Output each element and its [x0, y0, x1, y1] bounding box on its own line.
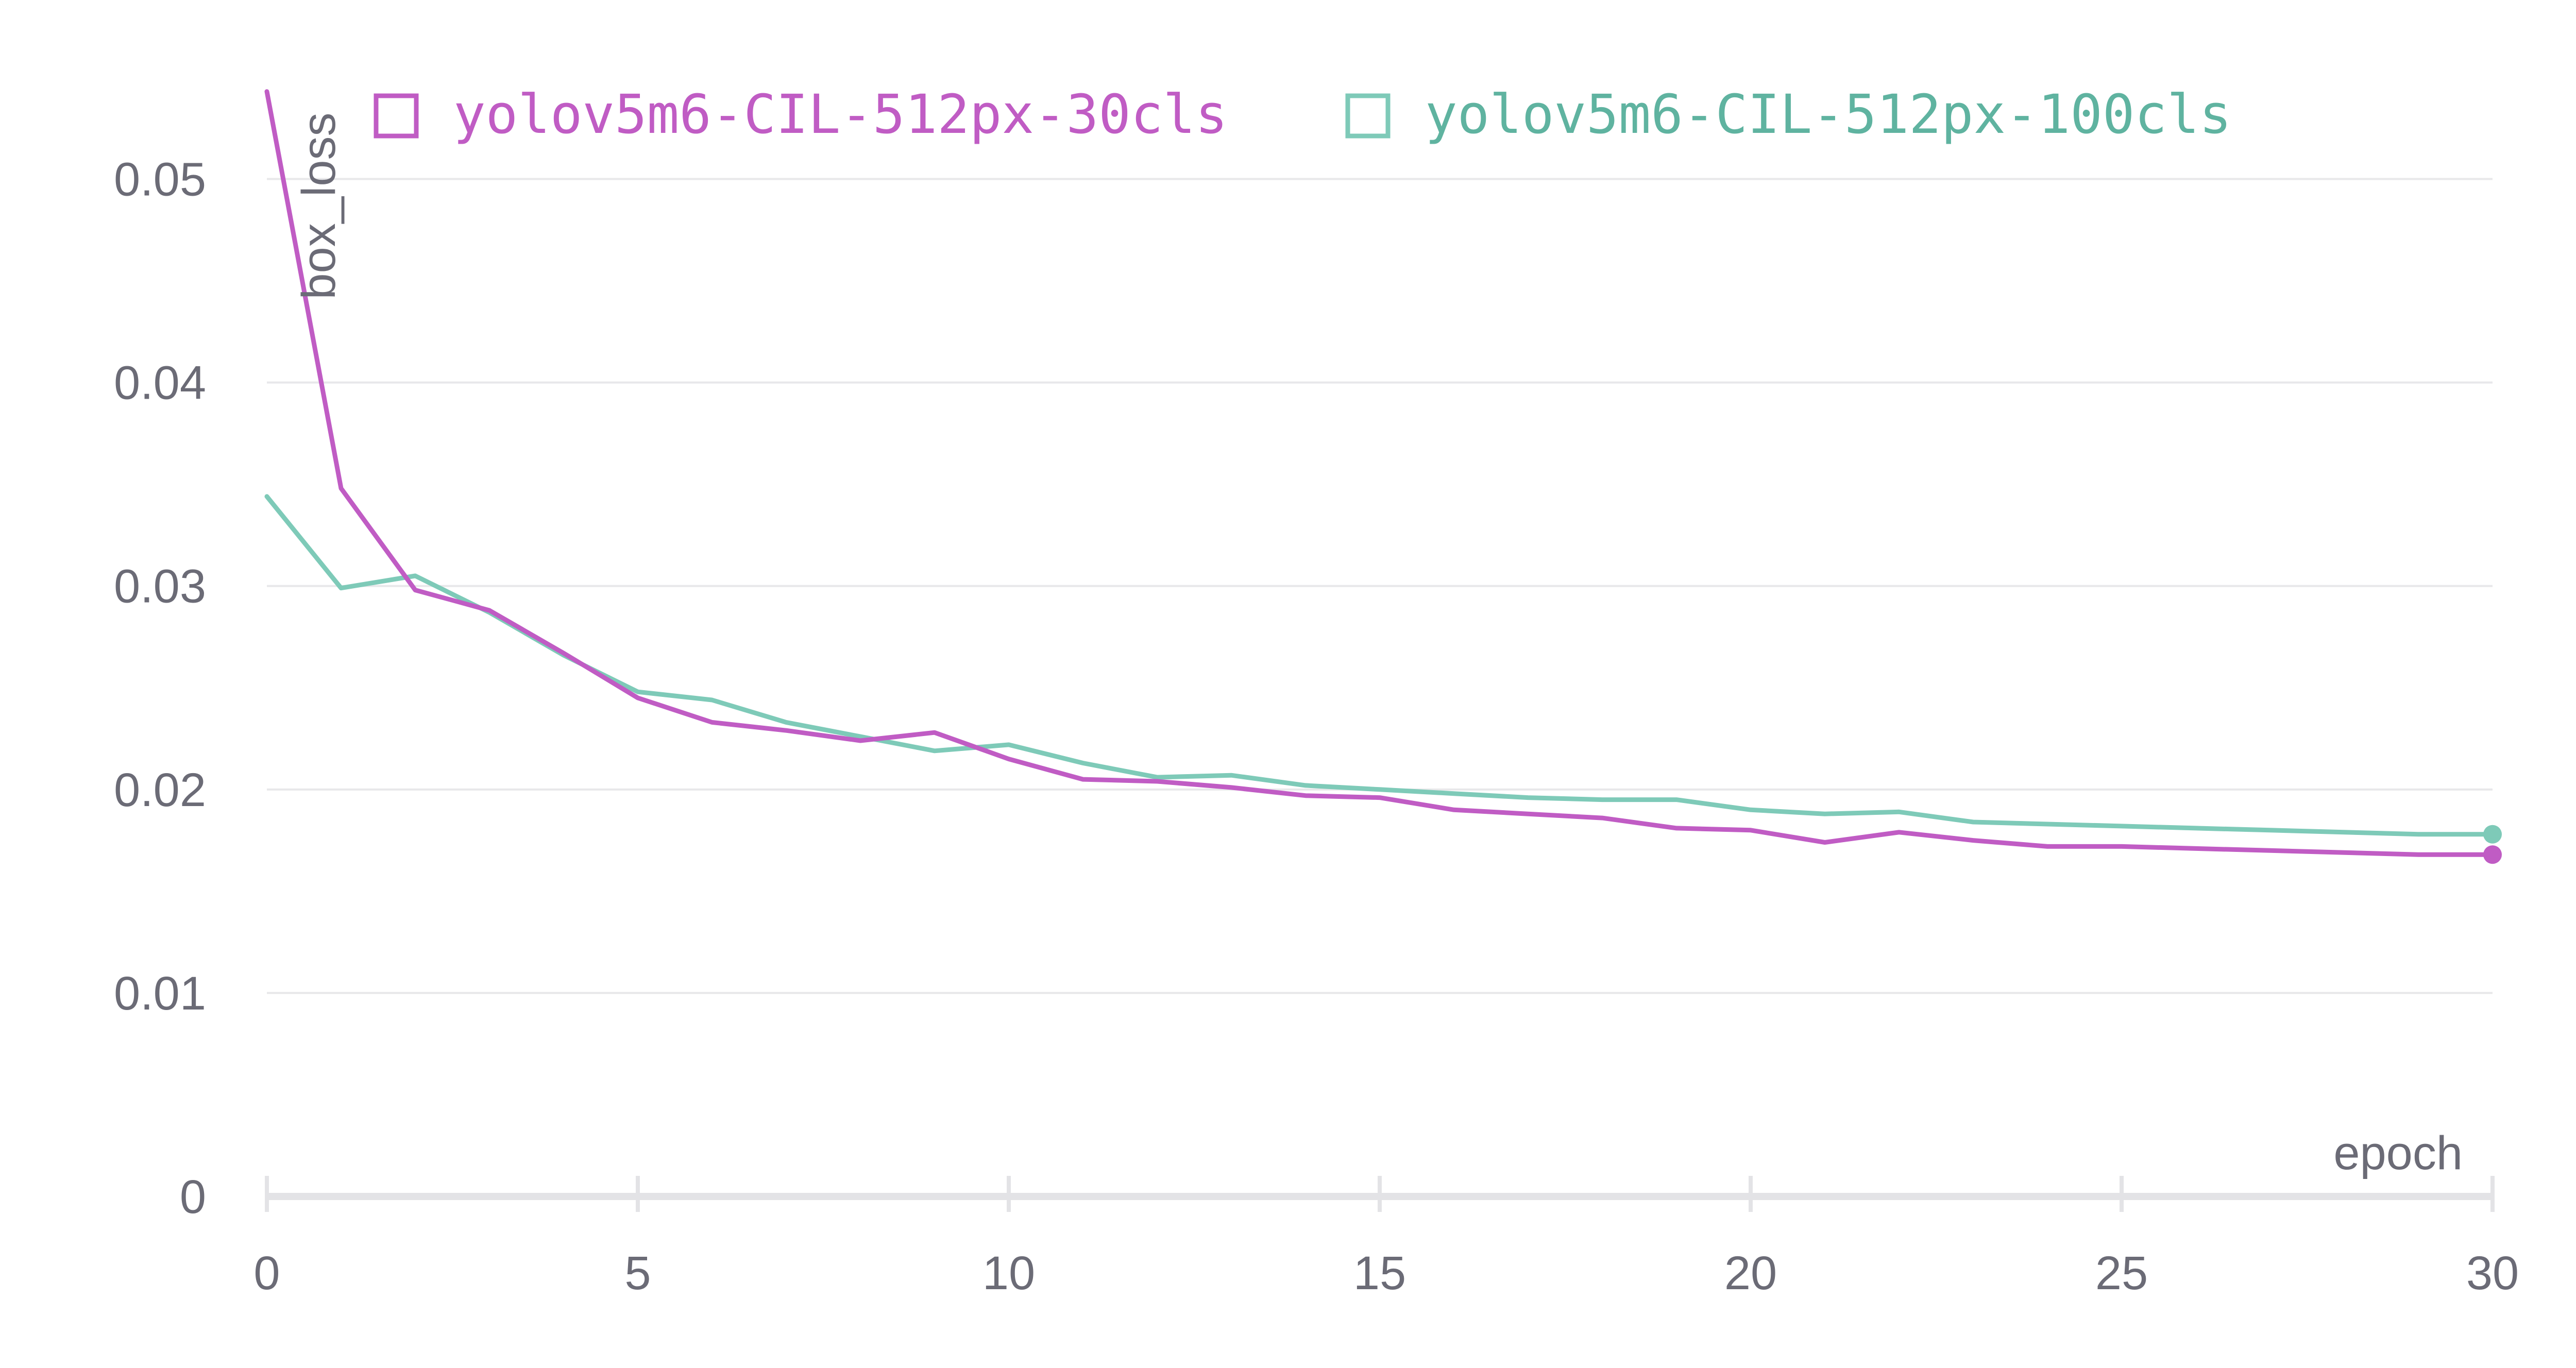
- x-tick-label: 30: [2466, 1247, 2519, 1299]
- x-axis-title: epoch: [2333, 1127, 2463, 1179]
- series-line-2[interactable]: [264, 494, 2495, 837]
- y-tick-label: 0.03: [114, 560, 206, 613]
- x-tick-label: 20: [1724, 1247, 1777, 1299]
- y-tick-label: 0: [180, 1171, 206, 1223]
- series-line-1[interactable]: [264, 89, 2495, 857]
- x-tick-label: 10: [982, 1247, 1035, 1299]
- y-tick-label: 0.02: [114, 764, 206, 816]
- y-tick-label: 0.01: [114, 967, 206, 1020]
- y-tick-label: 0.04: [114, 357, 206, 409]
- series-end-point-2[interactable]: [2483, 825, 2502, 844]
- x-axis: 0 5 10 15 20 25 30: [253, 1176, 2519, 1299]
- x-tick-label: 15: [1353, 1247, 1406, 1299]
- y-axis-title: box_loss: [293, 112, 345, 299]
- legend-label-series-1: yolov5m6-CIL-512px-30cls: [453, 83, 1228, 146]
- legend-swatch-series-2: [1345, 93, 1391, 139]
- legend: yolov5m6-CIL-512px-30cls yolov5m6-CIL-51…: [374, 83, 2231, 146]
- legend-swatch-series-1: [374, 93, 419, 139]
- legend-label-series-2: yolov5m6-CIL-512px-100cls: [1425, 83, 2231, 146]
- y-axis-ticks: 0 0.01 0.02 0.03 0.04 0.05: [114, 153, 206, 1223]
- legend-item-series-1[interactable]: yolov5m6-CIL-512px-30cls: [374, 83, 1228, 146]
- series-end-point-1[interactable]: [2483, 845, 2502, 864]
- y-tick-label: 0.05: [114, 153, 206, 206]
- series-lines: [264, 89, 2502, 864]
- x-tick-label: 0: [253, 1247, 280, 1299]
- x-tick-label: 25: [2095, 1247, 2148, 1299]
- legend-item-series-2[interactable]: yolov5m6-CIL-512px-100cls: [1345, 83, 2231, 146]
- gridlines: [267, 178, 2493, 994]
- x-tick-label: 5: [624, 1247, 651, 1299]
